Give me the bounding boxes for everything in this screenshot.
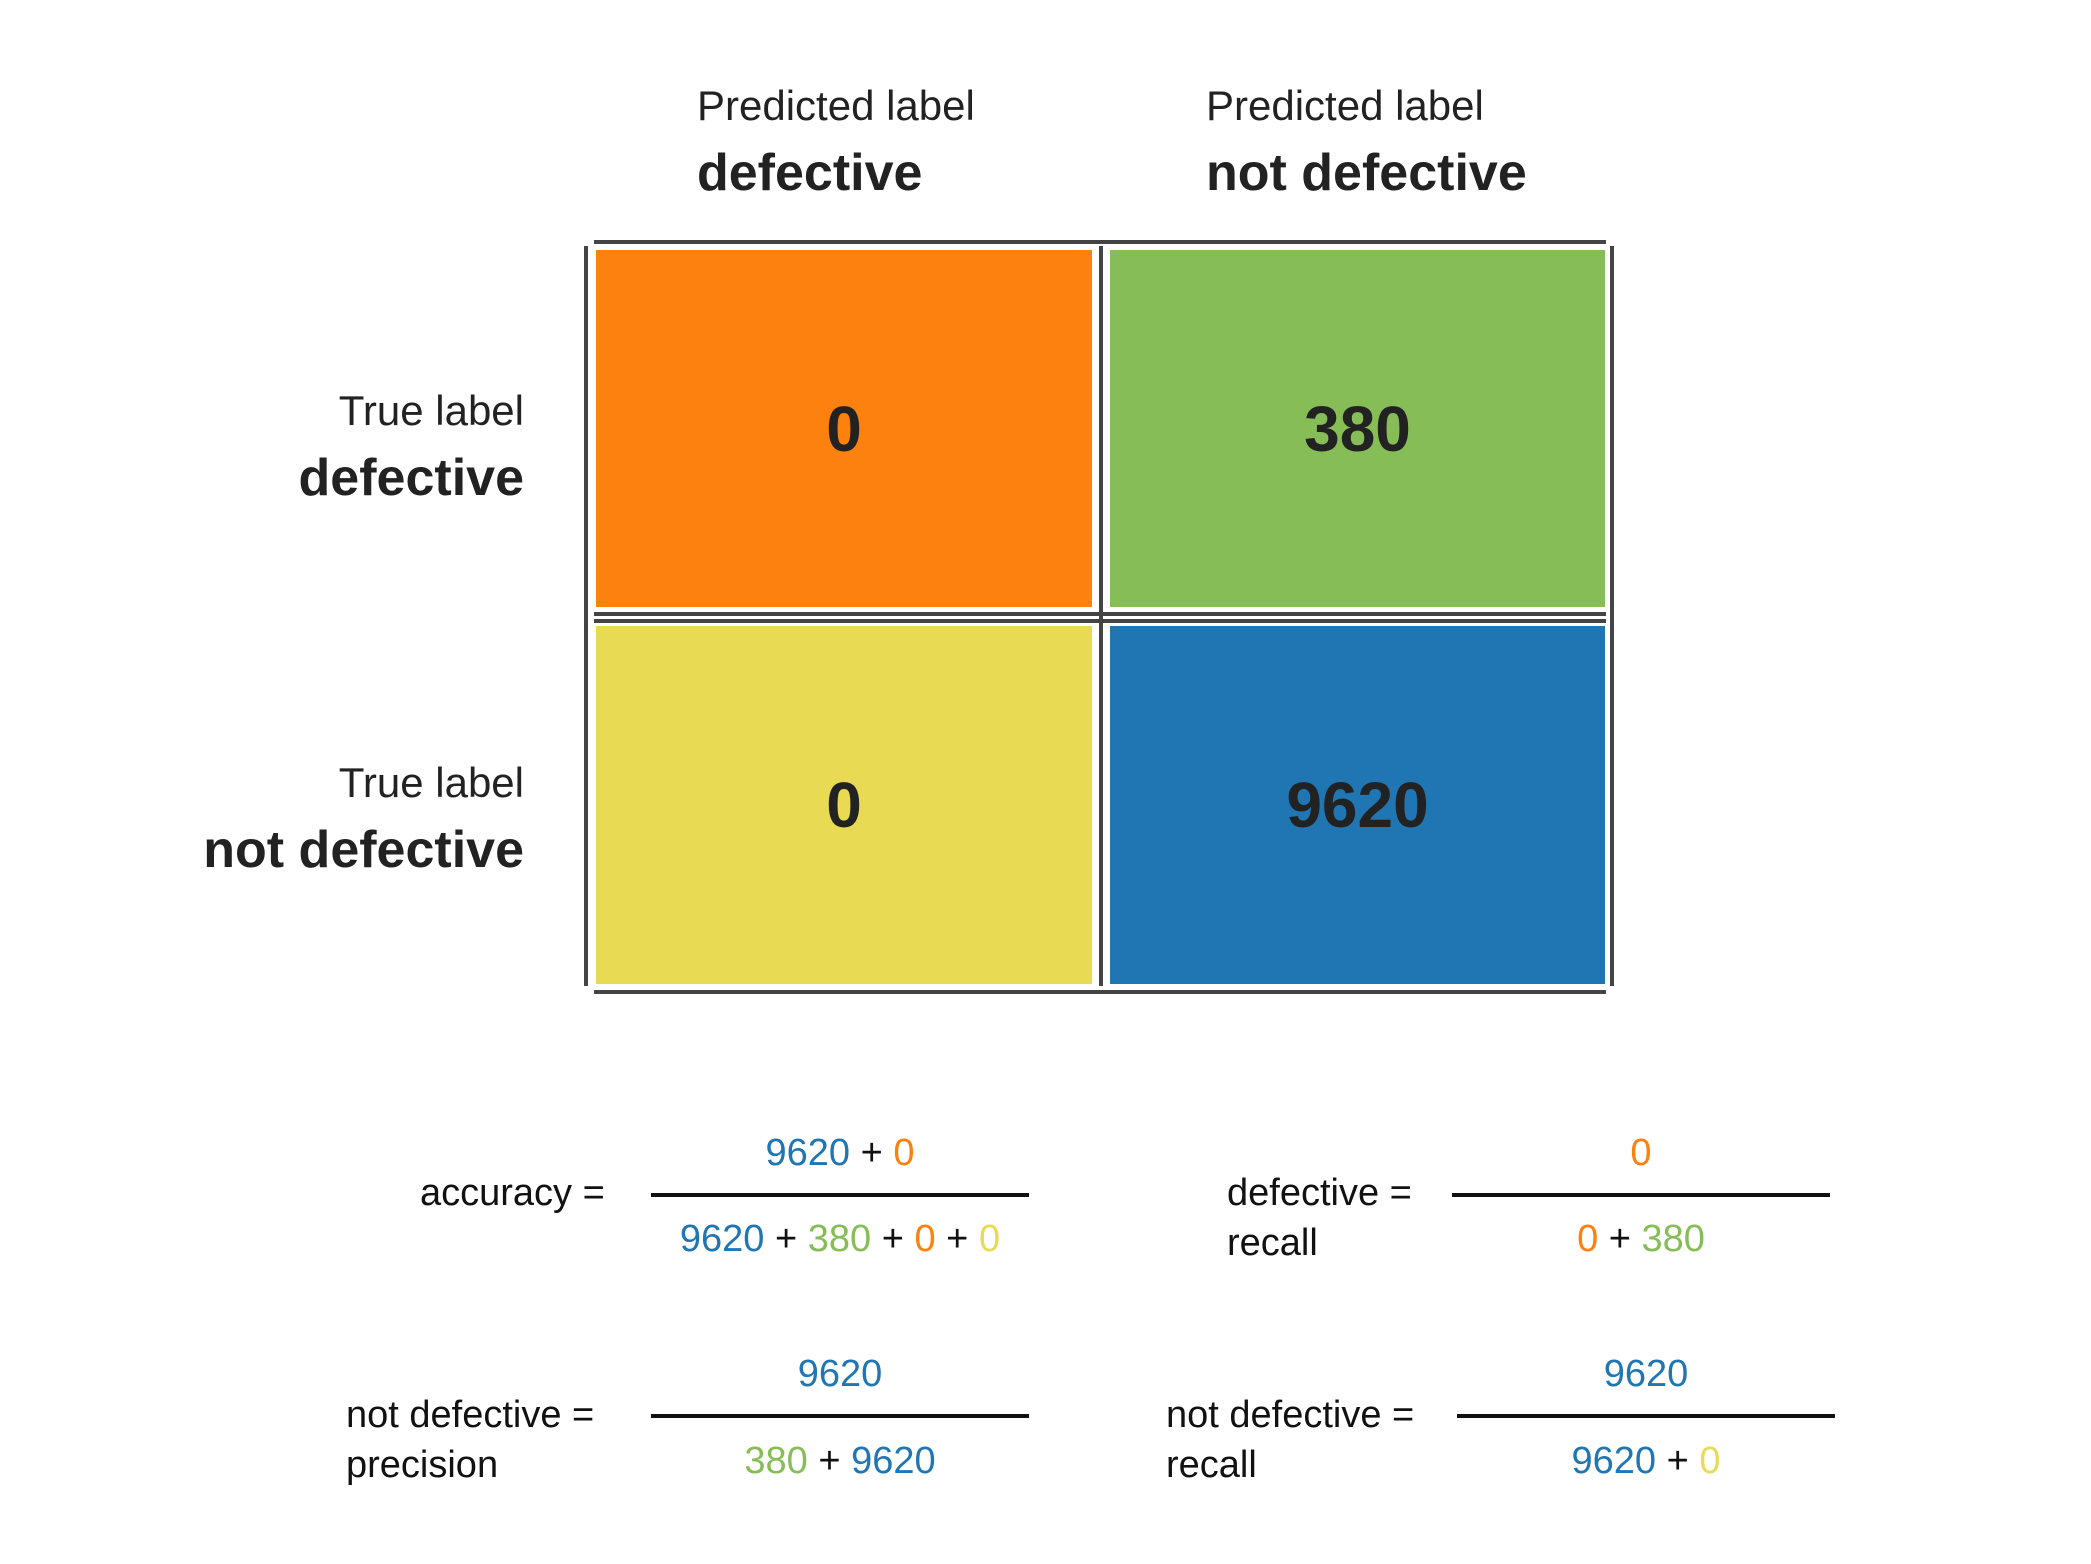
row-header-not-defective: True label not defective [203, 759, 524, 879]
column-header-defective: Predicted label defective [697, 82, 975, 202]
fraction-bar [651, 1193, 1029, 1197]
column-header-class: not defective [1206, 144, 1527, 202]
formula-term: 0 [914, 1218, 936, 1260]
plus-operator: + [850, 1132, 894, 1174]
formula-term: 380 [744, 1440, 808, 1482]
cell-true-positive: 0 [596, 250, 1092, 607]
formula-term: 0 [1577, 1218, 1599, 1260]
formula-label: not defective = recall [1166, 1390, 1414, 1490]
cell-true-negative: 9620 [1110, 626, 1605, 984]
column-header-caption: Predicted label [697, 82, 975, 129]
plus-operator: + [764, 1218, 808, 1260]
grid-bottom-line [594, 990, 1606, 994]
row-header-class: defective [298, 449, 524, 507]
formula-numerator: 9620 + 0 [651, 1134, 1029, 1172]
cell-false-negative: 380 [1110, 250, 1605, 607]
column-header-class: defective [697, 144, 923, 202]
formula-term: 380 [1641, 1218, 1705, 1260]
formula-term: 380 [807, 1218, 872, 1260]
formula-label-line2: precision [346, 1444, 499, 1486]
formula-term: 9620 [851, 1440, 936, 1482]
formula-term: 9620 [679, 1218, 765, 1260]
fraction-bar [1457, 1414, 1835, 1418]
column-header-not-defective: Predicted label not defective [1206, 82, 1527, 202]
formula-term: 9620 [1603, 1353, 1689, 1395]
formula-term: 9620 [1571, 1440, 1657, 1482]
formula-numerator: 9620 [1457, 1355, 1835, 1393]
formula-term: 0 [893, 1132, 915, 1174]
formula-term: 9620 [765, 1132, 851, 1174]
formula-term: 0 [1630, 1132, 1652, 1174]
formula-denominator: 9620 + 380 + 0 + 0 [651, 1220, 1029, 1258]
grid-top-line [594, 240, 1606, 244]
plus-operator: + [807, 1440, 852, 1482]
formula-label-line1: not defective = [1166, 1394, 1415, 1436]
formula-numerator: 0 [1452, 1134, 1830, 1172]
plus-operator: + [871, 1218, 915, 1260]
formula-denominator: 380 + 9620 [651, 1442, 1029, 1480]
formula-term: 0 [1699, 1440, 1721, 1482]
formula-term: 9620 [797, 1353, 883, 1395]
formula-label: not defective = precision [346, 1390, 594, 1490]
formula-label-line1: not defective = [346, 1394, 595, 1436]
formula-label-line1: defective = [1227, 1172, 1412, 1214]
grid-left-line [584, 246, 588, 986]
row-header-defective: True label defective [298, 387, 524, 507]
grid-right-line [1610, 246, 1614, 986]
formula-label: accuracy = [420, 1172, 605, 1214]
plus-operator: + [935, 1218, 979, 1260]
formula-term: 0 [978, 1218, 1001, 1260]
cell-false-positive: 0 [596, 626, 1092, 984]
plus-operator: + [1598, 1218, 1642, 1260]
formula-denominator: 0 + 380 [1452, 1220, 1830, 1258]
column-header-caption: Predicted label [1206, 82, 1484, 129]
formula-denominator: 9620 + 0 [1457, 1442, 1835, 1480]
grid-center-line [1099, 246, 1103, 986]
fraction-bar [1452, 1193, 1830, 1197]
formula-label-line2: recall [1166, 1444, 1257, 1486]
formula-label-line2: recall [1227, 1222, 1318, 1264]
formula-numerator: 9620 [651, 1355, 1029, 1393]
row-header-caption: True label [338, 759, 524, 806]
row-header-class: not defective [203, 821, 524, 879]
fraction-bar [651, 1414, 1029, 1418]
row-header-caption: True label [338, 387, 524, 434]
formula-label: defective = recall [1227, 1168, 1412, 1268]
plus-operator: + [1656, 1440, 1700, 1482]
